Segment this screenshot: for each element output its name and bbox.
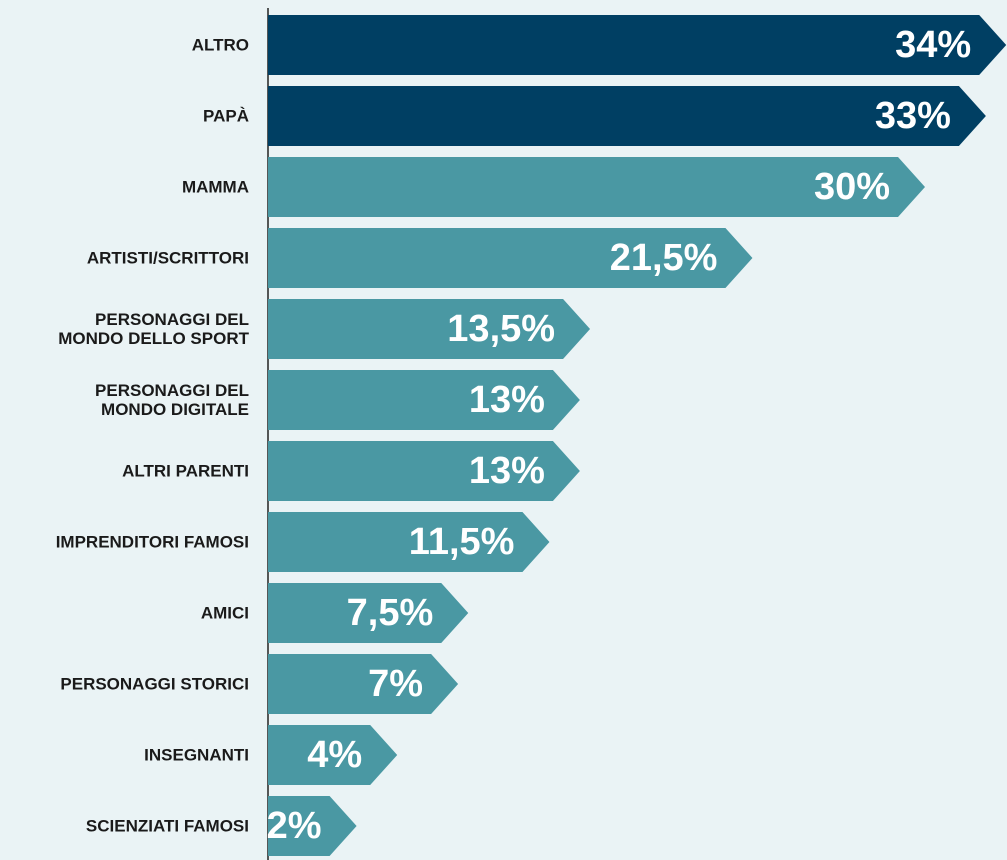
value-label: 34% — [895, 24, 971, 66]
category-label: PERSONAGGI DEL MONDO DIGITALE — [95, 381, 249, 419]
value-label: 21,5% — [610, 237, 718, 279]
value-label: 7% — [368, 663, 423, 705]
value-label: 2% — [267, 805, 322, 847]
category-label: AMICI — [200, 603, 249, 623]
bar — [268, 512, 550, 572]
category-label: INSEGNANTI — [144, 745, 249, 765]
category-label: PERSONAGGI DEL MONDO DELLO SPORT — [58, 310, 249, 348]
bar — [268, 796, 357, 856]
bar — [268, 583, 469, 643]
value-label: 30% — [814, 166, 890, 208]
value-label: 7,5% — [347, 592, 434, 634]
value-label: 13,5% — [447, 308, 555, 350]
bar — [268, 441, 580, 501]
value-label: 11,5% — [409, 521, 515, 563]
bar — [268, 725, 398, 785]
bar — [268, 86, 986, 146]
category-label: PERSONAGGI STORICI — [60, 674, 249, 694]
category-label: SCIENZIATI FAMOSI — [85, 816, 249, 836]
value-label: 13% — [469, 450, 545, 492]
category-label: ALTRI PARENTI — [122, 461, 249, 481]
bar — [268, 299, 591, 359]
value-label: 13% — [469, 379, 545, 421]
category-label: ARTISTI/SCRITTORI — [86, 248, 249, 268]
bar — [268, 228, 753, 288]
bar — [268, 370, 580, 430]
category-label: IMPRENDITORI FAMOSI — [55, 532, 249, 552]
bar — [268, 157, 925, 217]
value-label: 33% — [875, 95, 951, 137]
category-label: PAPÀ — [203, 106, 249, 126]
bar — [268, 654, 459, 714]
value-label: 4% — [307, 734, 362, 776]
bar — [268, 15, 1007, 75]
category-label: MAMMA — [181, 177, 249, 197]
category-label: ALTRO — [191, 35, 249, 55]
